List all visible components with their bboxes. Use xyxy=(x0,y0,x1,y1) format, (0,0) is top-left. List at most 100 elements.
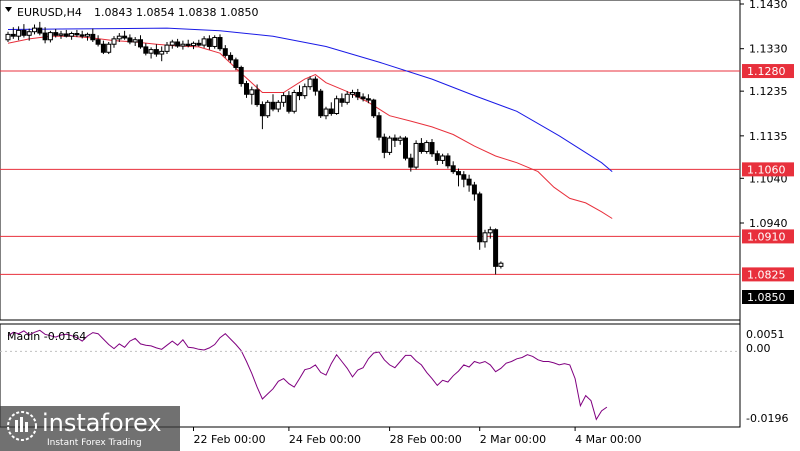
candle xyxy=(180,40,186,50)
candle xyxy=(376,112,382,141)
candle xyxy=(355,88,361,101)
candle xyxy=(334,95,340,115)
candle xyxy=(445,153,451,169)
candle xyxy=(196,39,202,47)
level-tag-label: 1.0910 xyxy=(747,230,786,243)
x-tick-label: 4 Mar 00:00 xyxy=(575,433,641,446)
candle xyxy=(381,133,387,159)
candle xyxy=(228,52,234,63)
candle xyxy=(58,30,64,39)
candle xyxy=(275,100,281,113)
slow-ma-line xyxy=(7,27,613,172)
candle xyxy=(392,134,398,148)
candle xyxy=(32,24,37,35)
horizontal-levels xyxy=(0,70,740,275)
candle xyxy=(79,30,85,39)
candle xyxy=(175,38,181,48)
candle xyxy=(312,76,318,96)
candle xyxy=(408,153,414,172)
dropdown-triangle-icon[interactable] xyxy=(5,7,12,12)
logo: instaforex Instant Forex Trading xyxy=(0,406,180,451)
candle xyxy=(440,153,446,165)
candle xyxy=(450,161,456,174)
y-tick-label: 1.1235 xyxy=(749,85,788,98)
candle xyxy=(212,35,218,49)
candle xyxy=(397,135,403,145)
candle xyxy=(111,36,117,48)
candle xyxy=(42,27,48,44)
candle xyxy=(143,43,149,56)
candle xyxy=(244,80,249,98)
candle xyxy=(477,191,483,250)
candle xyxy=(254,84,260,107)
candle xyxy=(498,261,504,269)
osc-tick-top: 0.0051 xyxy=(746,328,785,341)
candle xyxy=(106,41,112,55)
level-tags: 1.1280 1.1060 1.0910 1.0825 xyxy=(742,64,794,282)
candle xyxy=(127,34,133,45)
y-tick-label: 1.1135 xyxy=(749,130,788,143)
candle xyxy=(493,228,499,275)
candle xyxy=(63,29,69,38)
symbol-label: EURUSD,H4 xyxy=(17,6,82,19)
candle xyxy=(85,32,90,41)
candle xyxy=(116,33,122,42)
candle xyxy=(132,37,138,47)
candle xyxy=(270,94,276,112)
current-price-tag xyxy=(742,290,794,304)
candle xyxy=(217,34,223,51)
level-tag-label: 1.0825 xyxy=(747,268,786,281)
candle xyxy=(424,140,430,154)
candle xyxy=(471,181,477,201)
candle xyxy=(291,89,297,114)
candle xyxy=(482,229,488,248)
candle xyxy=(21,24,27,38)
candle xyxy=(339,93,345,107)
oscillator-path xyxy=(7,329,608,421)
oscillator-line xyxy=(0,329,740,421)
candle xyxy=(461,171,467,188)
osc-tick-zero: 0.00 xyxy=(746,342,771,355)
candle xyxy=(344,91,350,105)
osc-tick-bottom: -0.0196 xyxy=(746,412,788,425)
candle xyxy=(387,135,393,156)
level-tag xyxy=(742,267,794,282)
candle xyxy=(5,31,11,42)
candle xyxy=(53,29,59,38)
candle xyxy=(371,98,377,118)
candle xyxy=(350,89,355,98)
x-axis-labels: 22 Feb 00:00 24 Feb 00:00 28 Feb 00:00 2 Ma… xyxy=(193,427,642,446)
level-tag xyxy=(742,229,794,244)
candle xyxy=(429,138,435,157)
candle xyxy=(233,57,239,71)
candle xyxy=(164,41,170,55)
candle xyxy=(16,26,22,41)
candle xyxy=(265,100,271,118)
candle xyxy=(286,91,292,114)
candle xyxy=(328,102,334,116)
candle xyxy=(360,93,366,102)
current-price-label: 1.0850 xyxy=(747,291,786,304)
x-tick-label: 24 Feb 00:00 xyxy=(289,433,361,446)
candle xyxy=(74,29,80,38)
candle xyxy=(148,47,154,59)
candle xyxy=(302,83,308,99)
logo-background xyxy=(0,406,180,451)
candlesticks xyxy=(5,21,504,275)
indicator-label: Madin -0.0164 xyxy=(7,330,86,343)
candle xyxy=(191,41,196,50)
candle xyxy=(159,46,165,62)
candle xyxy=(318,88,324,118)
level-tag-label: 1.1060 xyxy=(747,163,786,176)
candle xyxy=(10,27,16,39)
x-tick-label: 22 Feb 00:00 xyxy=(194,433,266,446)
candle xyxy=(138,35,143,49)
candle xyxy=(26,28,32,41)
candle xyxy=(100,40,106,55)
level-tag-label: 1.1280 xyxy=(747,65,786,78)
y-tick-label: 1.0940 xyxy=(749,217,788,230)
candle xyxy=(69,31,75,40)
candle xyxy=(434,150,440,165)
